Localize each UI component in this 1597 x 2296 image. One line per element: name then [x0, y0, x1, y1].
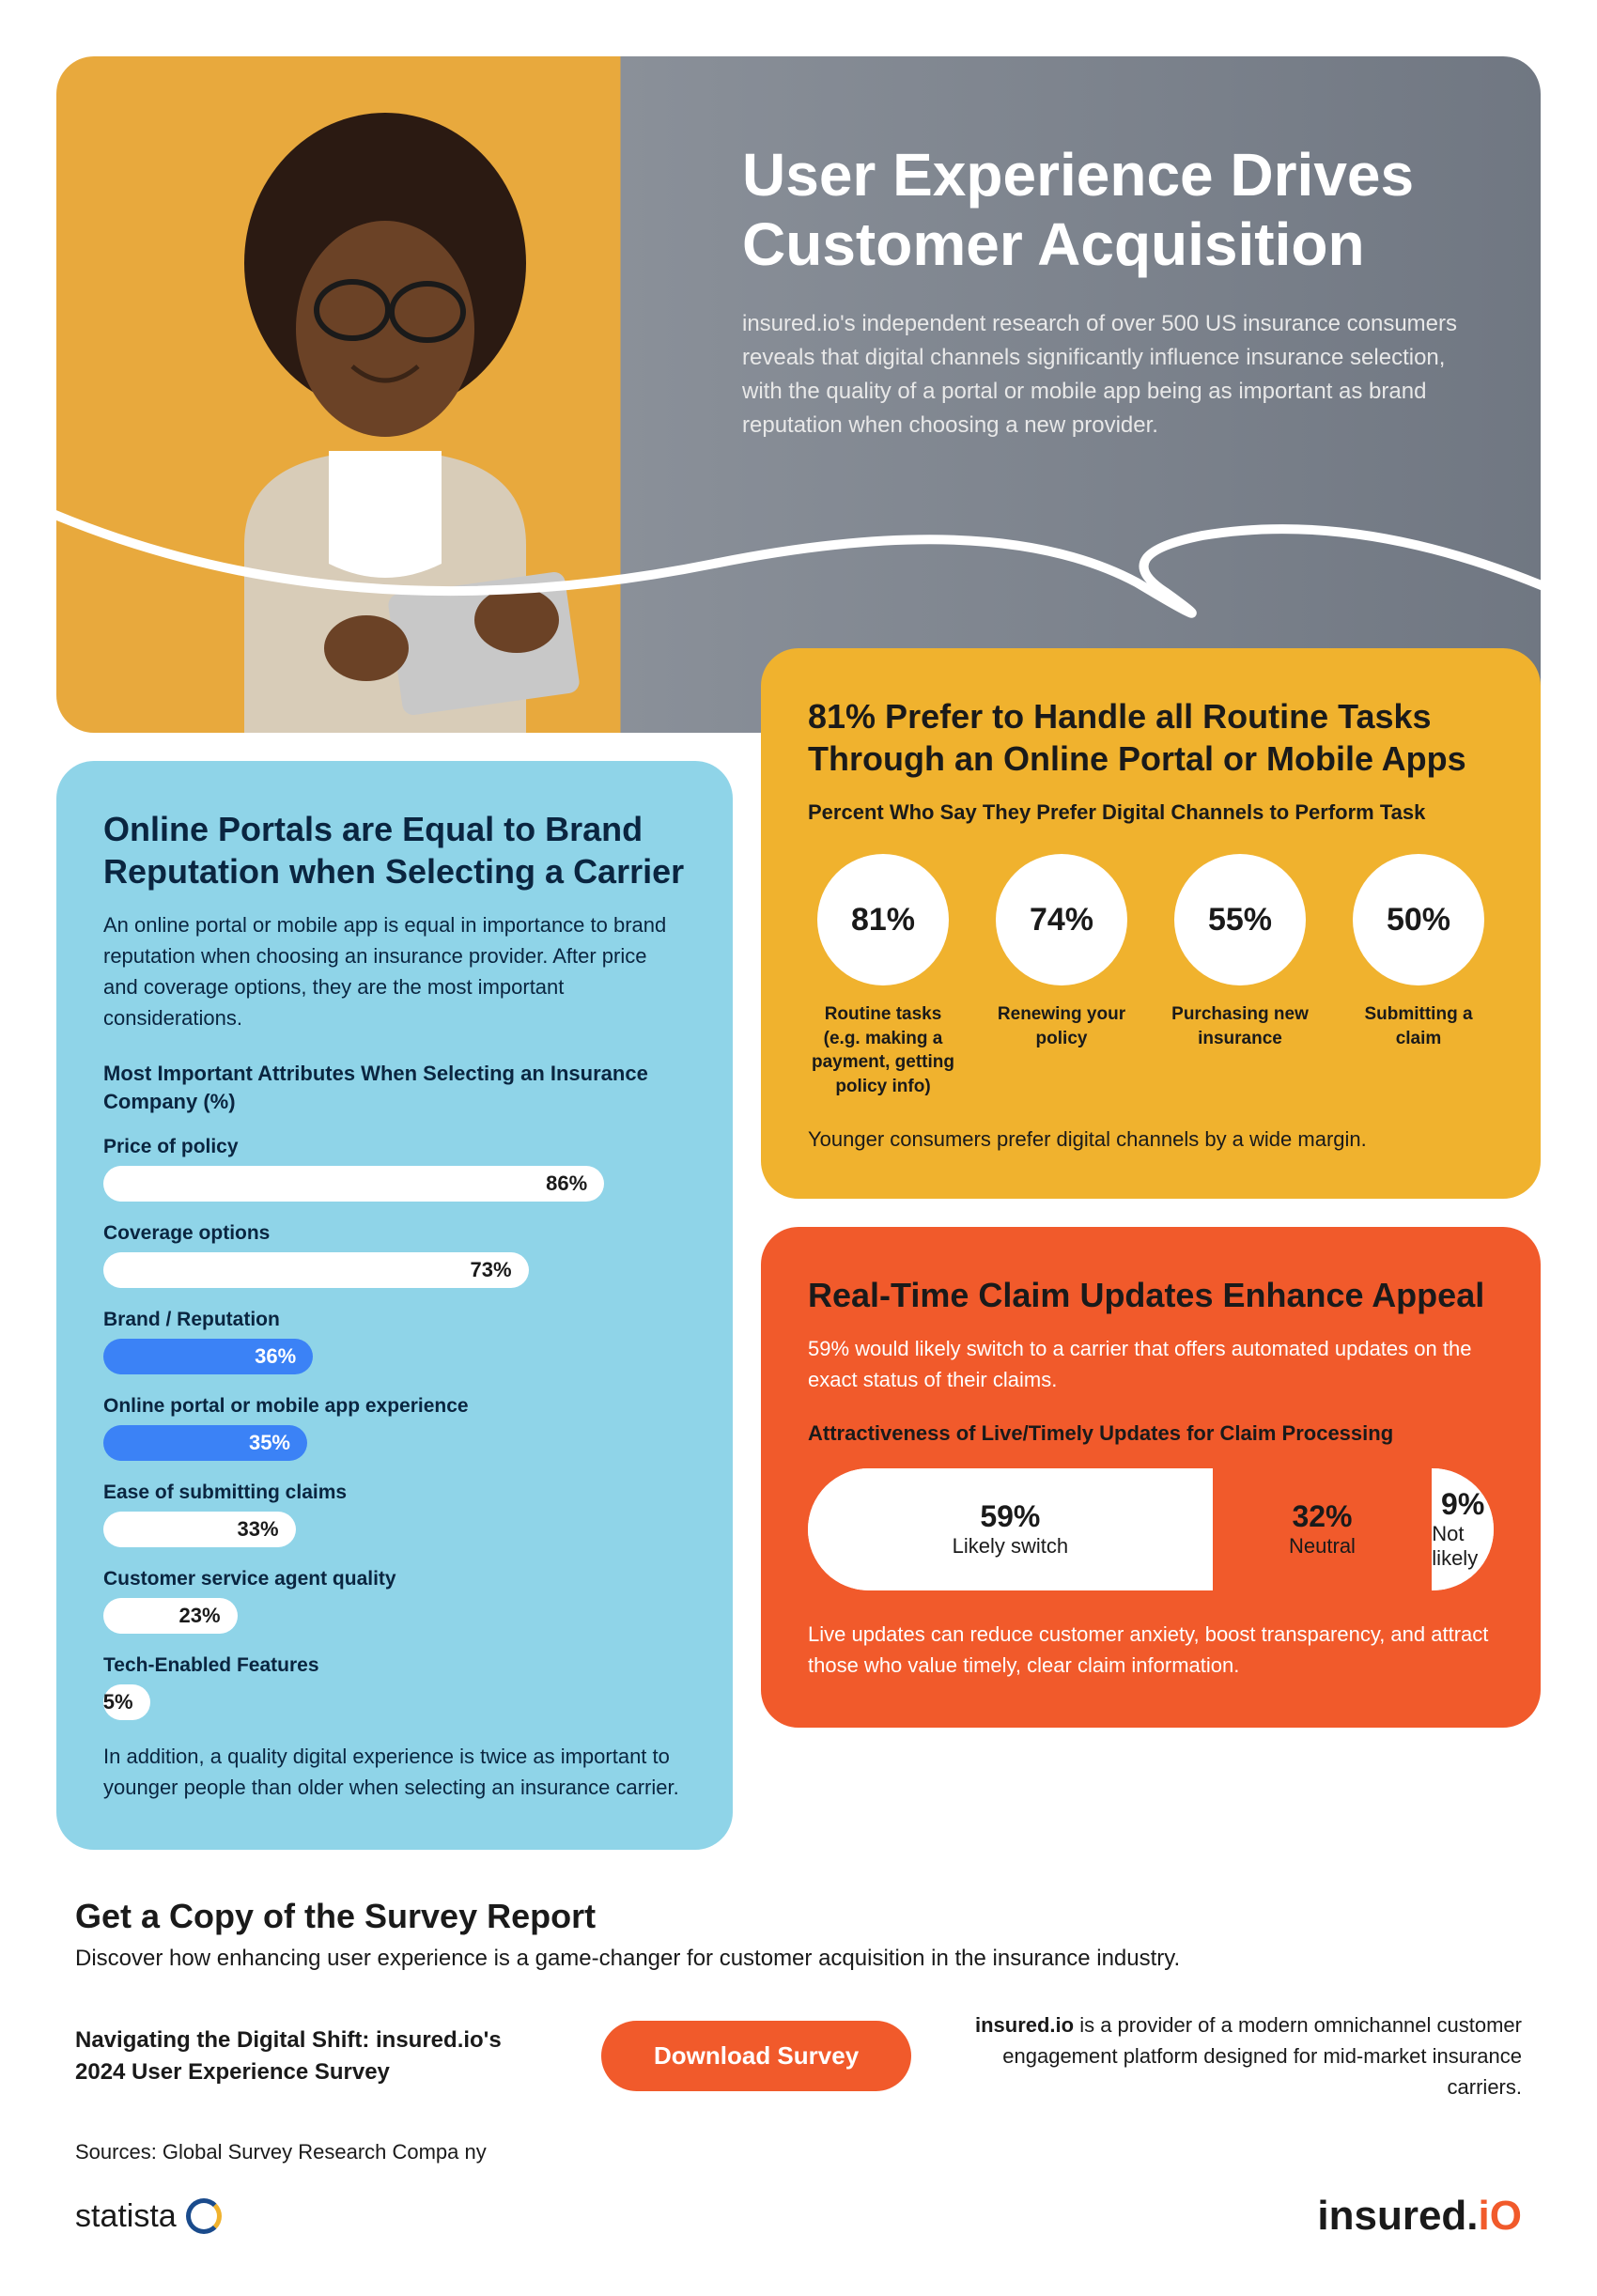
card-digital-preference: 81% Prefer to Handle all Routine Tasks T… [761, 648, 1541, 1199]
statista-logo: statista [75, 2198, 222, 2235]
bar-fill: 23% [103, 1598, 238, 1634]
bar-fill: 86% [103, 1166, 604, 1202]
circle-value: 50% [1353, 854, 1484, 985]
hero-banner: User Experience Drives Customer Acquisit… [56, 56, 1541, 733]
bar-fill: 33% [103, 1512, 296, 1547]
circle-value: 74% [996, 854, 1127, 985]
bar-label: Online portal or mobile app experience [103, 1395, 686, 1418]
yellow-title: 81% Prefer to Handle all Routine Tasks T… [808, 695, 1494, 780]
circle-item: 50% Submitting a claim [1343, 854, 1494, 1099]
circle-item: 74% Renewing your policy [986, 854, 1137, 1099]
bar-label: Brand / Reputation [103, 1309, 686, 1331]
pill-label: Neutral [1289, 1534, 1356, 1559]
preference-circles: 81% Routine tasks (e.g. making a payment,… [808, 854, 1494, 1099]
pill-segment: 59%Likely switch [808, 1468, 1213, 1590]
pill-segment: 9%Not likely [1432, 1468, 1494, 1590]
bar-track: 86% [103, 1166, 686, 1202]
card-online-portals: Online Portals are Equal to Brand Reputa… [56, 761, 733, 1850]
circle-value: 81% [817, 854, 949, 985]
bar-track: 73% [103, 1252, 686, 1288]
likelihood-pill: 59%Likely switch32%Neutral9%Not likely [808, 1468, 1494, 1590]
bar-track: 35% [103, 1425, 686, 1461]
bar-row: Brand / Reputation 36% [103, 1309, 686, 1374]
insured-logo: insured.iO [1317, 2193, 1522, 2240]
about-text: insured.io is a provider of a modern omn… [968, 2009, 1522, 2102]
blue-title: Online Portals are Equal to Brand Reputa… [103, 808, 686, 892]
footer-section: Get a Copy of the Survey Report Discover… [56, 1897, 1541, 2240]
orange-subhead: Attractiveness of Live/Timely Updates fo… [808, 1421, 1494, 1446]
blue-subhead: Most Important Attributes When Selecting… [103, 1060, 686, 1115]
circle-label: Purchasing new insurance [1165, 1002, 1315, 1050]
bar-track: 23% [103, 1598, 686, 1634]
bar-label: Price of policy [103, 1136, 686, 1158]
circle-label: Renewing your policy [986, 1002, 1137, 1050]
bar-row: Price of policy 86% [103, 1136, 686, 1202]
hero-illustration [113, 94, 658, 733]
bar-row: Customer service agent quality 23% [103, 1568, 686, 1634]
bar-track: 36% [103, 1339, 686, 1374]
circle-item: 81% Routine tasks (e.g. making a payment,… [808, 854, 958, 1099]
pill-pct: 32% [1292, 1499, 1352, 1534]
pill-pct: 59% [980, 1499, 1040, 1534]
bar-label: Coverage options [103, 1222, 686, 1245]
footer-title: Get a Copy of the Survey Report [75, 1897, 1522, 1936]
pill-label: Not likely [1432, 1522, 1494, 1571]
orange-title: Real-Time Claim Updates Enhance Appeal [808, 1274, 1494, 1316]
statista-ring-icon [186, 2198, 222, 2234]
blue-intro: An online portal or mobile app is equal … [103, 909, 686, 1033]
bar-track: 33% [103, 1512, 686, 1547]
bar-fill: 5% [103, 1684, 150, 1720]
orange-note: Live updates can reduce customer anxiety… [808, 1619, 1494, 1681]
bar-fill: 36% [103, 1339, 313, 1374]
footer-intro: Discover how enhancing user experience i… [75, 1946, 1522, 1972]
sources-text: Sources: Global Survey Research Compa ny [75, 2140, 1522, 2164]
circle-value: 55% [1174, 854, 1306, 985]
pill-segment: 32%Neutral [1213, 1468, 1433, 1590]
yellow-intro: Percent Who Say They Prefer Digital Chan… [808, 797, 1494, 828]
bar-label: Customer service agent quality [103, 1568, 686, 1590]
bar-track: 5% [103, 1684, 686, 1720]
card-claim-updates: Real-Time Claim Updates Enhance Appeal 5… [761, 1227, 1541, 1728]
report-name: Navigating the Digital Shift: insured.io… [75, 2025, 545, 2087]
circle-label: Submitting a claim [1343, 1002, 1494, 1050]
attribute-bars: Price of policy 86% Coverage options 73% Bra… [103, 1136, 686, 1720]
bar-row: Coverage options 73% [103, 1222, 686, 1288]
bar-row: Online portal or mobile app experience 35… [103, 1395, 686, 1461]
bar-fill: 35% [103, 1425, 307, 1461]
bar-label: Tech-Enabled Features [103, 1654, 686, 1677]
circle-label: Routine tasks (e.g. making a payment, ge… [808, 1002, 958, 1099]
hero-body: insured.io's independent research of ove… [742, 307, 1475, 442]
bar-label: Ease of submitting claims [103, 1482, 686, 1504]
bar-row: Ease of submitting claims 33% [103, 1482, 686, 1547]
download-survey-button[interactable]: Download Survey [601, 2021, 911, 2091]
pill-label: Likely switch [953, 1534, 1068, 1559]
bar-row: Tech-Enabled Features 5% [103, 1654, 686, 1720]
yellow-note: Younger consumers prefer digital channel… [808, 1127, 1494, 1152]
hero-title: User Experience Drives Customer Acquisit… [742, 141, 1475, 279]
circle-item: 55% Purchasing new insurance [1165, 854, 1315, 1099]
orange-intro: 59% would likely switch to a carrier tha… [808, 1333, 1494, 1395]
bar-fill: 73% [103, 1252, 529, 1288]
blue-note: In addition, a quality digital experienc… [103, 1741, 686, 1803]
pill-pct: 9% [1441, 1487, 1484, 1522]
